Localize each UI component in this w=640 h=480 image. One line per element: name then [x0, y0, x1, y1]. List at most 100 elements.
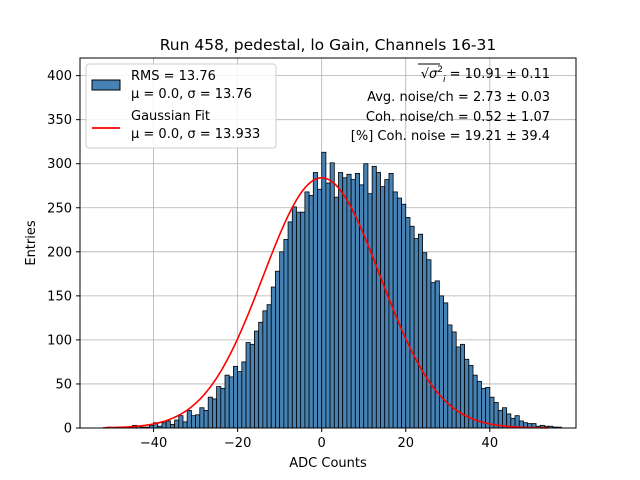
histogram-bar [329, 162, 335, 429]
histogram-bar [375, 172, 381, 429]
histogram-bar [224, 374, 230, 429]
histogram-bar [367, 193, 373, 429]
y-tick-label: 250 [47, 201, 72, 216]
histogram-bar [422, 252, 428, 429]
histogram-bar [409, 225, 415, 429]
histogram-bar [443, 302, 449, 429]
x-tick-label: −40 [140, 436, 167, 451]
histogram-bar [258, 321, 264, 429]
stat-coh-noise-percent: [%] Coh. noise = 19.21 ± 39.4 [351, 129, 550, 144]
histogram-bar [396, 197, 402, 429]
legend: RMS = 13.76 μ = 0.0, σ = 13.76 Gaussian … [85, 63, 277, 149]
histogram-bar [270, 286, 276, 429]
histogram-bar [434, 280, 440, 429]
stat-sqrt-sign: √ [421, 67, 430, 82]
histogram-bar [371, 165, 377, 429]
histogram-bar [405, 217, 411, 429]
histogram-bar [346, 173, 352, 429]
histogram-bar [241, 361, 247, 429]
histogram-bar [514, 415, 520, 429]
y-axis-label: Entries [24, 220, 39, 266]
histogram-bar [438, 295, 444, 429]
histogram-bar [237, 371, 243, 429]
legend-fit-label: Gaussian Fit [131, 109, 210, 124]
histogram-bar [380, 186, 386, 429]
histogram-bar [451, 331, 457, 429]
histogram-bar [455, 346, 461, 429]
histogram-bar [178, 415, 184, 429]
histogram-bar [279, 251, 285, 429]
x-tick-label: −20 [224, 436, 251, 451]
histogram-bar [169, 424, 175, 429]
histogram-bar [174, 419, 180, 429]
histogram-bar [312, 172, 318, 429]
histogram-bar [308, 195, 314, 429]
histogram-bar [190, 415, 196, 429]
histogram-bar [304, 191, 310, 429]
gaussian-fit-line [103, 177, 549, 429]
legend-rms-label: RMS = 13.76 [131, 69, 216, 84]
histogram-bar [207, 396, 213, 429]
histogram-bar [245, 342, 251, 429]
histogram-bar [426, 259, 432, 429]
histogram-bar [354, 173, 360, 429]
histogram-bar [296, 211, 302, 429]
histogram-bar [350, 179, 356, 429]
stat-avg-noise: Avg. noise/ch = 2.73 ± 0.03 [367, 90, 550, 105]
histogram-bar [262, 310, 268, 429]
histogram-bar [417, 233, 423, 429]
histogram-bar [363, 163, 369, 429]
histogram-bar [321, 151, 327, 429]
histogram-bar [216, 386, 222, 429]
histogram-bar [413, 238, 419, 429]
histogram-bar [287, 221, 293, 429]
histogram-bar [266, 304, 272, 429]
x-axis-label: ADC Counts [289, 456, 367, 471]
legend-histogram-patch [91, 79, 121, 91]
histogram-bar [317, 188, 323, 429]
x-axis-ticks: −40 −20 0 20 40 [140, 428, 498, 451]
stats-annotation: √σ2i = 10.91 ± 0.11 Avg. noise/ch = 2.73… [351, 63, 550, 144]
histogram-bar [228, 376, 234, 429]
y-axis-ticks: 0 50 100 150 200 250 300 350 400 [47, 69, 80, 437]
histogram-bar [401, 203, 407, 429]
histogram-bar [447, 324, 453, 429]
y-tick-label: 50 [55, 377, 72, 392]
histogram-bar [342, 177, 348, 429]
y-tick-label: 200 [47, 245, 72, 260]
histogram-bar [254, 330, 260, 429]
histogram-bar [325, 182, 331, 429]
stat-sigma-line: √σ2i = 10.91 ± 0.11 [421, 65, 550, 85]
plot-frame [79, 57, 577, 429]
histogram-bar [233, 365, 239, 429]
stat-sigma-symbol: σ [429, 67, 438, 82]
histogram-bar [359, 184, 365, 429]
legend-fit-params: μ = 0.0, σ = 13.933 [131, 127, 260, 142]
histogram-bar [161, 422, 167, 429]
histogram-bar [220, 387, 226, 429]
y-tick-label: 400 [47, 69, 72, 84]
histogram-bar [249, 343, 255, 429]
histogram-bar [430, 282, 436, 429]
stat-sigma-sub: i [443, 75, 446, 85]
y-tick-label: 100 [47, 333, 72, 348]
histogram-bar [485, 387, 491, 429]
histogram-bar [186, 409, 192, 429]
histogram-bar [333, 196, 339, 429]
x-tick-label: 0 [318, 436, 326, 451]
stat-sigma-value: = 10.91 ± 0.11 [446, 67, 550, 82]
histogram-bar [195, 414, 201, 429]
legend-box [85, 63, 277, 149]
y-tick-label: 0 [64, 422, 72, 437]
histogram-bar [300, 211, 306, 429]
histogram-bar [165, 420, 171, 429]
histogram-bar [338, 172, 344, 429]
x-tick-label: 20 [397, 436, 414, 451]
histogram-bar [291, 206, 297, 429]
histogram-bar [283, 239, 289, 429]
stat-coh-noise: Coh. noise/ch = 0.52 ± 1.07 [366, 110, 550, 125]
histogram-bar [384, 179, 390, 429]
chart-title: Run 458, pedestal, lo Gain, Channels 16-… [160, 36, 497, 54]
histogram-bar [203, 409, 209, 429]
